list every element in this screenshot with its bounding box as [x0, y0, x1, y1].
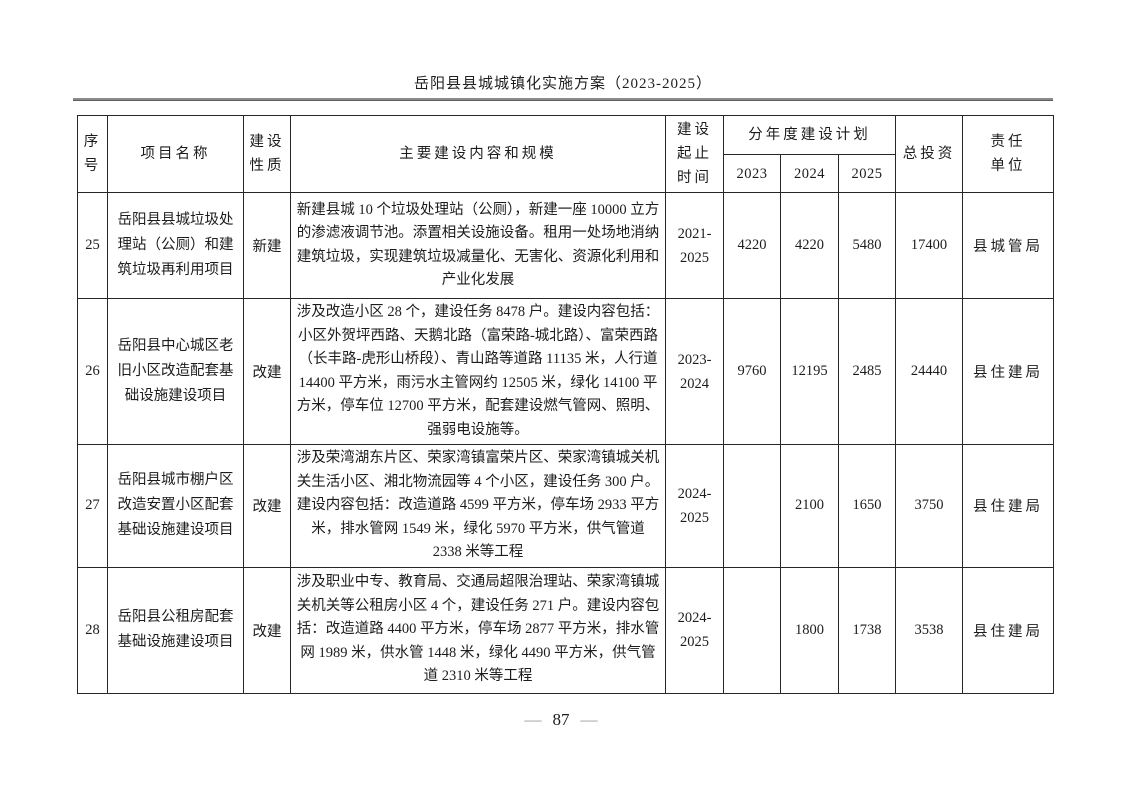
- cell-seq: 27: [77, 444, 108, 568]
- cell-project-name: 岳阳县县城垃圾处理站（公厕）和建筑垃圾再利用项目: [107, 192, 244, 299]
- cell-total-investment: 3750: [895, 444, 964, 568]
- cell-nature: 改建: [243, 566, 291, 694]
- projects-table: 序号 项目名称 建设性质 主要建设内容和规模 建设起止时间 分年度建设计划 总投…: [77, 115, 1055, 694]
- document-header: 岳阳县县城城镇化实施方案（2023-2025）: [73, 0, 1053, 101]
- cell-2024: 4220: [780, 192, 839, 299]
- cell-total-investment: 24440: [895, 298, 964, 445]
- cell-2024: 2100: [780, 444, 839, 568]
- cell-nature: 改建: [243, 444, 291, 568]
- cell-2025: 1650: [837, 444, 897, 568]
- cell-responsible-unit: 县住建局: [962, 298, 1055, 445]
- cell-2023: 9760: [723, 298, 781, 445]
- cell-period: 2023-2024: [665, 298, 724, 445]
- cell-2023: 4220: [723, 192, 781, 299]
- header-content: 主要建设内容和规模: [290, 115, 666, 193]
- cell-nature: 新建: [243, 192, 291, 299]
- cell-2023: [723, 566, 781, 694]
- table-header-row-1: 序号 项目名称 建设性质 主要建设内容和规模 建设起止时间 分年度建设计划 总投…: [77, 115, 1055, 193]
- cell-responsible-unit: 县住建局: [962, 566, 1055, 694]
- header-project-name: 项目名称: [107, 115, 244, 193]
- table-row: 25 岳阳县县城垃圾处理站（公厕）和建筑垃圾再利用项目 新建 新建县城 10 个…: [77, 192, 1055, 299]
- footer-dash-left: —: [524, 709, 542, 729]
- cell-2024: 1800: [780, 566, 839, 694]
- cell-2025: 5480: [837, 192, 897, 299]
- cell-2023: [723, 444, 781, 568]
- header-year-2024: 2024: [780, 154, 839, 193]
- cell-seq: 25: [77, 192, 108, 299]
- header-year-2025: 2025: [837, 154, 897, 193]
- header-year-2023: 2023: [723, 154, 781, 193]
- cell-content: 新建县城 10 个垃圾处理站（公厕），新建一座 10000 立方的渗滤液调节池。…: [290, 192, 666, 299]
- header-period: 建设起止时间: [665, 115, 724, 193]
- header-total-investment: 总投资: [895, 115, 964, 193]
- cell-responsible-unit: 县住建局: [962, 444, 1055, 568]
- cell-nature: 改建: [243, 298, 291, 445]
- cell-period: 2021-2025: [665, 192, 724, 299]
- table-row: 28 岳阳县公租房配套基础设施建设项目 改建 涉及职业中专、教育局、交通局超限治…: [77, 566, 1055, 694]
- cell-2025: 1738: [837, 566, 897, 694]
- header-seq: 序号: [77, 115, 108, 193]
- cell-seq: 28: [77, 566, 108, 694]
- cell-project-name: 岳阳县中心城区老旧小区改造配套基础设施建设项目: [107, 298, 244, 445]
- header-responsible: 责任单位: [962, 115, 1055, 193]
- cell-total-investment: 17400: [895, 192, 964, 299]
- header-nature: 建设性质: [243, 115, 291, 193]
- table-row: 27 岳阳县城市棚户区改造安置小区配套基础设施建设项目 改建 涉及荣湾湖东片区、…: [77, 444, 1055, 568]
- cell-project-name: 岳阳县公租房配套基础设施建设项目: [107, 566, 244, 694]
- page-footer: — 87 —: [0, 710, 1122, 730]
- cell-2024: 12195: [780, 298, 839, 445]
- header-rule: [73, 98, 1053, 101]
- table-header-row-years: 2023 2024 2025: [78, 154, 1054, 193]
- cell-content: 涉及改造小区 28 个，建设任务 8478 户。建设内容包括：小区外贺坪西路、天…: [290, 298, 666, 445]
- header-annual-plan: 分年度建设计划: [722, 115, 897, 155]
- cell-period: 2024-2025: [665, 444, 724, 568]
- cell-project-name: 岳阳县城市棚户区改造安置小区配套基础设施建设项目: [107, 444, 244, 568]
- cell-seq: 26: [77, 298, 108, 445]
- cell-total-investment: 3538: [895, 566, 964, 694]
- cell-period: 2024-2025: [665, 566, 724, 694]
- cell-content: 涉及荣湾湖东片区、荣家湾镇富荣片区、荣家湾镇城关机关生活小区、湘北物流园等 4 …: [290, 444, 666, 568]
- page-title: 岳阳县县城城镇化实施方案（2023-2025）: [414, 76, 712, 92]
- cell-2025: 2485: [837, 298, 897, 445]
- page-number: 87: [552, 709, 570, 729]
- cell-responsible-unit: 县城管局: [962, 192, 1055, 299]
- footer-dash-right: —: [580, 709, 598, 729]
- table-row: 26 岳阳县中心城区老旧小区改造配套基础设施建设项目 改建 涉及改造小区 28 …: [77, 298, 1055, 445]
- cell-content: 涉及职业中专、教育局、交通局超限治理站、荣家湾镇城关机关等公租房小区 4 个，建…: [290, 566, 666, 694]
